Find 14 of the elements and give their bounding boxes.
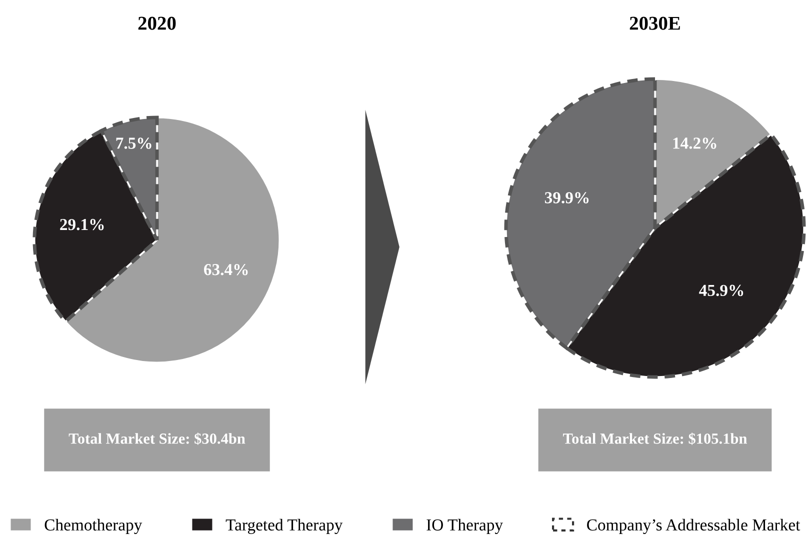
- data-label: 14.2%: [673, 138, 716, 149]
- data-label: 39.9%: [544, 192, 589, 204]
- data-label: 29.1%: [60, 218, 104, 230]
- data-label: 45.9%: [699, 284, 744, 296]
- data-label: 7.5%: [116, 138, 152, 149]
- chart-title: 2030E: [630, 16, 680, 30]
- legend-label: Targeted Therapy: [226, 518, 343, 534]
- text: Total Market Size: $105.1bn: [563, 432, 748, 445]
- legend-label: Chemotherapy: [44, 518, 142, 534]
- chart-title: 2020: [138, 16, 176, 30]
- legend-label: IO Therapy: [426, 518, 503, 534]
- text: Company’s Addressable Market: [587, 518, 800, 534]
- text: Total Market Size: $30.4bn: [68, 432, 246, 445]
- data-label: 63.4%: [204, 264, 248, 276]
